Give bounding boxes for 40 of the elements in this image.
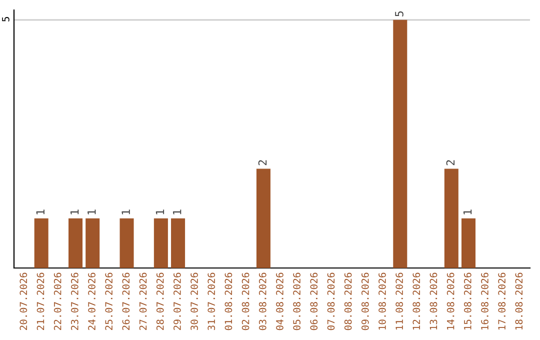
x-tick-label: 24.07.2026 bbox=[88, 272, 96, 330]
x-tick-label: 25.07.2026 bbox=[105, 272, 113, 330]
x-tick-label: 01.08.2026 bbox=[224, 272, 232, 330]
x-tick-label: 17.08.2026 bbox=[498, 272, 506, 330]
x-tick-label: 20.07.2026 bbox=[20, 272, 28, 330]
data-label: 1 bbox=[88, 210, 96, 214]
data-label: 1 bbox=[463, 210, 472, 214]
x-tick-label: 29.07.2026 bbox=[174, 272, 181, 330]
data-label: 1 bbox=[122, 210, 130, 214]
x-tick-label: 16.08.2026 bbox=[481, 272, 488, 330]
data-label: 1 bbox=[70, 210, 79, 214]
x-tick-label: 06.08.2026 bbox=[310, 272, 318, 330]
x-tick-label: 09.08.2026 bbox=[361, 272, 369, 330]
x-tick-label: 10.08.2026 bbox=[378, 272, 386, 330]
x-tick-label: 18.08.2026 bbox=[515, 272, 523, 330]
x-tick-label: 04.08.2026 bbox=[276, 272, 284, 330]
x-tick-label: 05.08.2026 bbox=[293, 272, 300, 330]
x-tick-label: 21.07.2026 bbox=[36, 272, 44, 330]
x-tick-label: 03.08.2026 bbox=[258, 272, 266, 330]
x-tick-label: 27.07.2026 bbox=[139, 272, 147, 330]
x-tick-label: 15.08.2026 bbox=[464, 272, 472, 330]
x-tick-label: 13.08.2026 bbox=[430, 272, 438, 330]
x-tick-label: 28.07.2026 bbox=[156, 272, 164, 330]
x-tick-label: 02.08.2026 bbox=[242, 272, 250, 330]
data-label: 1 bbox=[36, 210, 44, 214]
x-tick-label: 08.08.2026 bbox=[344, 272, 352, 330]
x-tick-label: 23.07.2026 bbox=[71, 272, 78, 330]
x-tick-label: 30.07.2026 bbox=[190, 272, 198, 330]
data-label: 5 bbox=[395, 11, 404, 16]
x-tick-label: 12.08.2026 bbox=[412, 272, 420, 330]
data-label: 2 bbox=[258, 160, 267, 166]
data-label: 2 bbox=[446, 160, 454, 166]
x-tick-label: 07.08.2026 bbox=[327, 272, 335, 330]
data-label: 1 bbox=[156, 210, 164, 214]
data-label: 1 bbox=[173, 210, 182, 214]
x-tick-label: 14.08.2026 bbox=[446, 272, 454, 330]
x-tick-label: 22.07.2026 bbox=[54, 272, 62, 330]
x-tick-label: 26.07.2026 bbox=[122, 272, 130, 330]
x-tick-label: 11.08.2026 bbox=[396, 272, 403, 330]
x-tick-label: 31.07.2026 bbox=[208, 272, 216, 330]
